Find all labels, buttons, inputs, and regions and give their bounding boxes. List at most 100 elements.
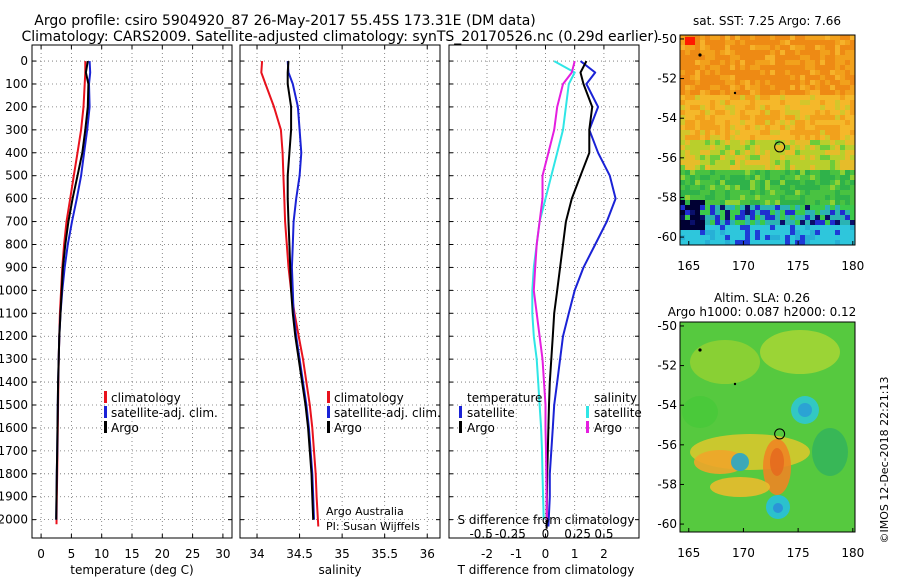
sst-cell bbox=[805, 100, 811, 106]
credit-line1: Argo Australia bbox=[326, 505, 404, 518]
sst-cell bbox=[750, 165, 756, 171]
sst-cell bbox=[750, 50, 756, 56]
sst-cell bbox=[755, 210, 761, 216]
sst-cell bbox=[695, 190, 701, 196]
sla-anomaly bbox=[690, 340, 760, 384]
sst-cell bbox=[750, 110, 756, 116]
sst-cell bbox=[770, 60, 776, 66]
sst-cell bbox=[755, 130, 761, 136]
sst-cell bbox=[755, 120, 761, 126]
sst-cell bbox=[685, 210, 691, 216]
sst-cell bbox=[825, 215, 831, 221]
sst-cell bbox=[775, 35, 781, 41]
sst-cell bbox=[790, 40, 796, 46]
sst-cell bbox=[850, 155, 856, 161]
sst-cell bbox=[720, 100, 726, 106]
sst-cell bbox=[710, 60, 716, 66]
sst-cell bbox=[760, 140, 766, 146]
sst-cell bbox=[800, 150, 806, 156]
sst-cell bbox=[720, 165, 726, 171]
sst-cell bbox=[790, 175, 796, 181]
sst-cell bbox=[805, 170, 811, 176]
series-line-salinity-satellite bbox=[531, 60, 576, 520]
sst-cell bbox=[715, 175, 721, 181]
sst-cell bbox=[785, 215, 791, 221]
sst-cell bbox=[685, 125, 691, 131]
sst-cell bbox=[720, 50, 726, 56]
sst-cell bbox=[830, 210, 836, 216]
sst-cell bbox=[780, 115, 786, 121]
sst-cell bbox=[815, 115, 821, 121]
sst-cell bbox=[715, 110, 721, 116]
sst-cell bbox=[740, 115, 746, 121]
sst-cell bbox=[690, 220, 696, 226]
sst-cell bbox=[785, 75, 791, 81]
sst-cell bbox=[770, 40, 776, 46]
sst-cell bbox=[775, 80, 781, 86]
sst-cell bbox=[695, 130, 701, 136]
sst-cell bbox=[850, 50, 856, 56]
sst-cell bbox=[785, 180, 791, 186]
map-y-tick-label: -56 bbox=[657, 151, 677, 165]
sst-cell bbox=[805, 215, 811, 221]
sst-cell bbox=[760, 80, 766, 86]
sst-cell bbox=[805, 145, 811, 151]
sst-cell bbox=[830, 150, 836, 156]
sst-cell bbox=[730, 170, 736, 176]
sst-cell bbox=[685, 160, 691, 166]
sst-cell bbox=[765, 185, 771, 191]
sst-cell bbox=[735, 125, 741, 131]
sst-cell bbox=[825, 200, 831, 206]
sst-cell bbox=[825, 130, 831, 136]
sst-cell bbox=[705, 50, 711, 56]
sst-cell bbox=[730, 155, 736, 161]
sst-cell bbox=[705, 125, 711, 131]
sst-cell bbox=[680, 205, 686, 211]
sst-cell bbox=[835, 115, 841, 121]
sst-cell bbox=[755, 85, 761, 91]
sst-cell bbox=[805, 200, 811, 206]
sst-cell bbox=[710, 140, 716, 146]
sst-cell bbox=[710, 130, 716, 136]
sst-cell bbox=[695, 220, 701, 226]
sst-cell bbox=[805, 190, 811, 196]
sst-cell bbox=[785, 95, 791, 101]
sst-cell bbox=[700, 45, 706, 51]
sst-cell bbox=[680, 220, 686, 226]
sst-cell bbox=[765, 160, 771, 166]
sst-cell bbox=[825, 60, 831, 66]
depth-tick-label: 600 bbox=[5, 192, 28, 206]
sst-cell bbox=[815, 170, 821, 176]
sst-cell bbox=[780, 225, 786, 231]
sst-cell bbox=[745, 85, 751, 91]
sst-cell bbox=[755, 65, 761, 71]
sst-cell bbox=[815, 35, 821, 41]
sst-cell bbox=[775, 175, 781, 181]
sst-cell bbox=[810, 75, 816, 81]
sst-cell bbox=[770, 170, 776, 176]
sst-cell bbox=[775, 225, 781, 231]
sst-cell bbox=[825, 140, 831, 146]
island-marker bbox=[698, 348, 702, 352]
sst-cell bbox=[735, 120, 741, 126]
sst-cell bbox=[760, 230, 766, 236]
sst-cell bbox=[735, 110, 741, 116]
sst-cell bbox=[680, 150, 686, 156]
sst-cell bbox=[710, 235, 716, 241]
sst-cell bbox=[785, 60, 791, 66]
map-x-tick-label: 170 bbox=[732, 546, 755, 560]
sst-cell bbox=[760, 90, 766, 96]
sst-cell bbox=[815, 60, 821, 66]
sst-cell bbox=[790, 100, 796, 106]
sst-cell bbox=[755, 70, 761, 76]
sst-cell bbox=[850, 85, 856, 91]
sst-cell bbox=[825, 95, 831, 101]
sst-cell bbox=[850, 100, 856, 106]
temperature-legend: climatology satellite-adj. clim. Argo bbox=[104, 391, 218, 435]
sst-cell bbox=[730, 195, 736, 201]
sst-cell bbox=[755, 95, 761, 101]
sst-cell bbox=[720, 90, 726, 96]
sst-cell bbox=[680, 65, 686, 71]
sst-cell bbox=[800, 235, 806, 241]
sst-cell bbox=[710, 165, 716, 171]
